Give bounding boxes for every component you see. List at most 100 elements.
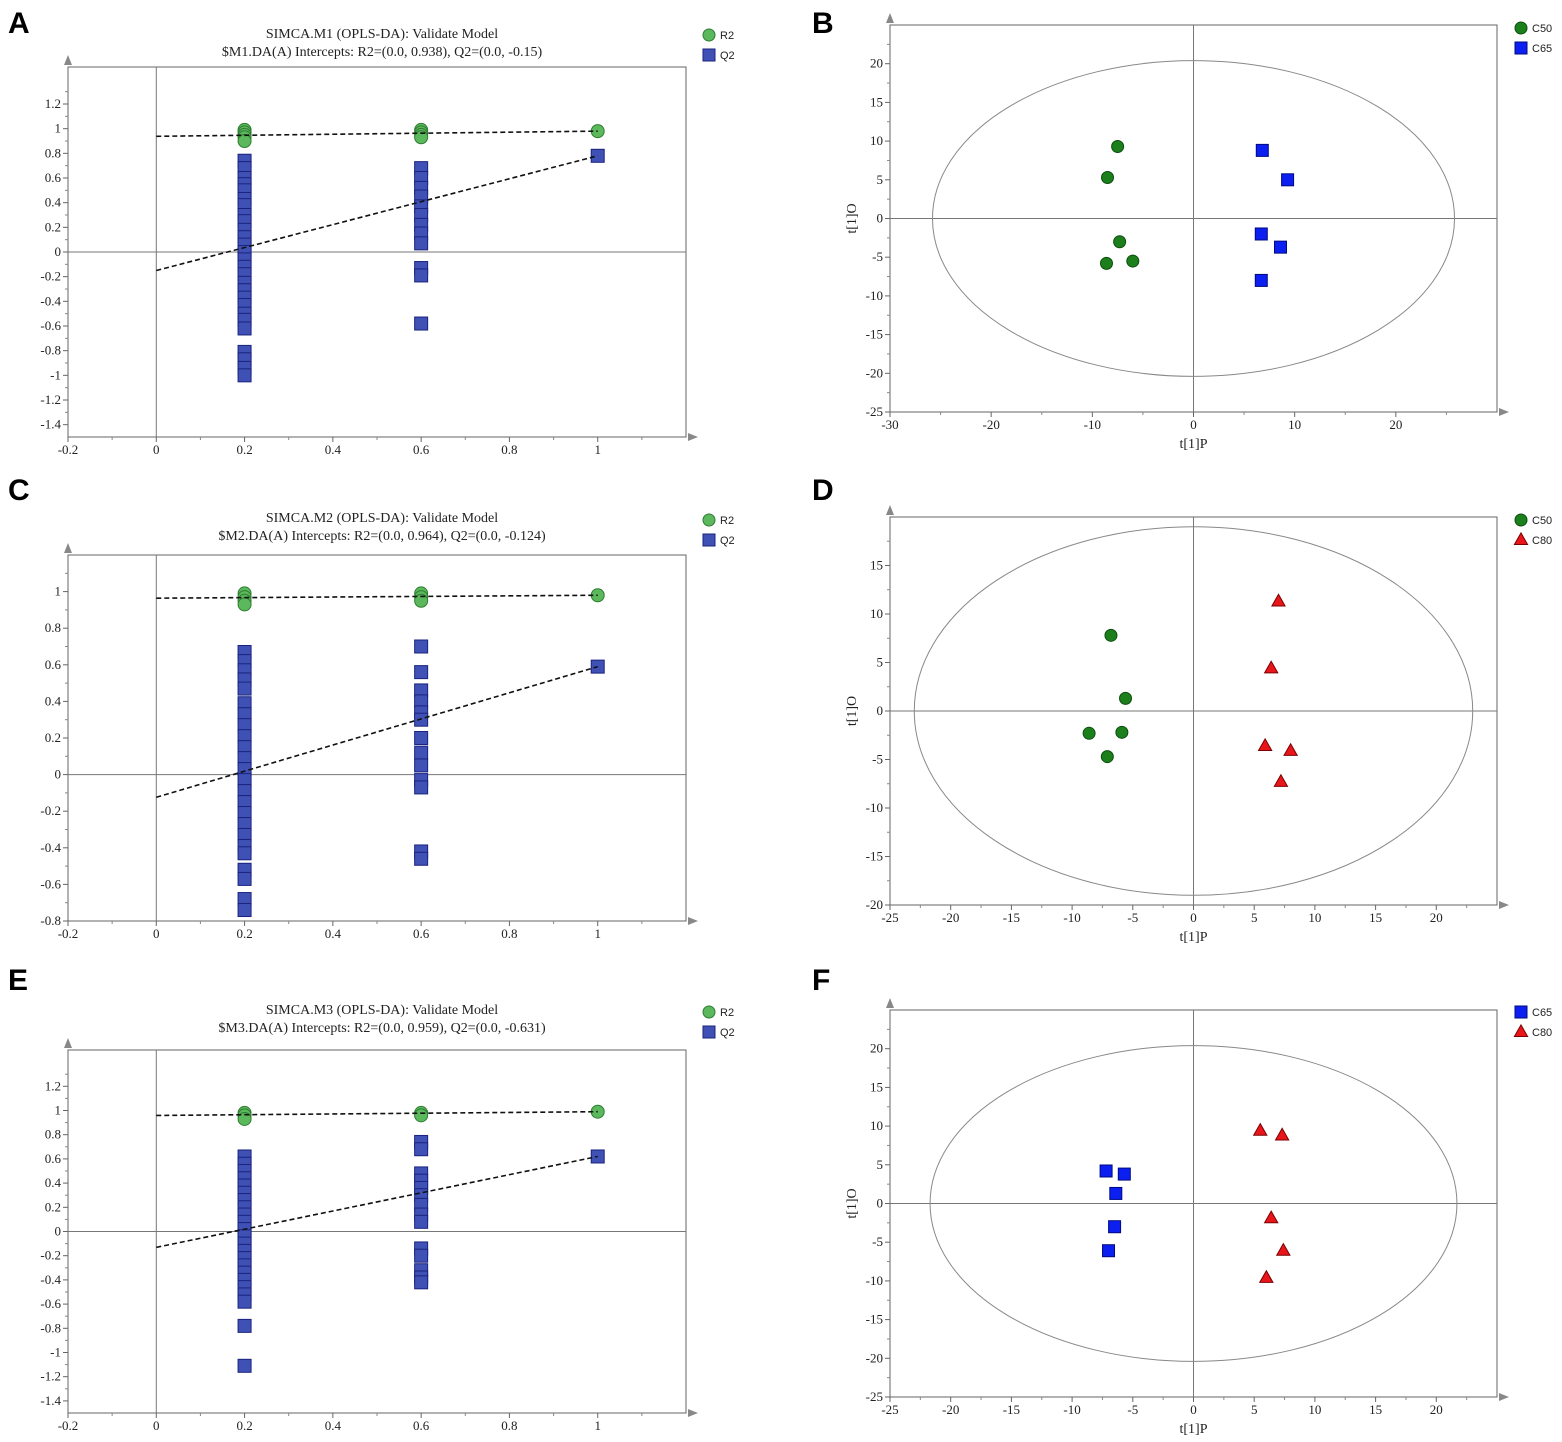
y-tick-label: 0.8 (45, 1127, 61, 1142)
legend-label-q2: Q2 (720, 535, 735, 547)
q2-point (590, 148, 605, 163)
c80-point (1252, 1122, 1268, 1136)
x-tick-label: 0.8 (501, 442, 517, 457)
hotelling-ellipse (929, 1045, 1458, 1362)
q2-point (237, 846, 252, 861)
y-tick-label: 10 (870, 606, 883, 621)
chart-b: B -30 -20 -10 0 10 20 -25 -20 -15 -10 -5 0 5 10 15 20 t[1… (812, 7, 1552, 452)
x-tick-label: -0.2 (58, 926, 79, 941)
y-axis-arrow (886, 998, 894, 1008)
y-tick-label: -1.2 (40, 392, 61, 407)
c80-point (1273, 773, 1289, 787)
y-tick-label: -1 (50, 367, 61, 382)
chart-a: A -0.2 0 0.2 0.4 0.6 0.8 1 -1.4 -1.2 -1 -0.8 -0.6 -0.… (8, 7, 735, 457)
y-tick-label: 10 (870, 133, 883, 148)
x-tick-label: 10 (1288, 417, 1301, 432)
y-tick-label: -0.4 (40, 293, 61, 308)
panel-label-c: C (8, 474, 30, 507)
c65-point (1099, 1164, 1113, 1178)
y-tick-label: -25 (866, 1389, 883, 1404)
chart-subtitle: $M1.DA(A) Intercepts: R2=(0.0, 0.938), Q… (222, 45, 543, 60)
legend-marker-r2 (702, 513, 716, 527)
legend-label-r2: R2 (720, 1007, 734, 1019)
chart-d: D-25 -20 -15 -10 -5 0 5 10 15 20-20-15-10-5051015… (812, 474, 1552, 945)
panel-label-d: D (812, 474, 834, 507)
y-tick-label: 10 (870, 1118, 883, 1133)
y-tick-label: -0.2 (40, 269, 61, 284)
legend-marker-c50 (1514, 513, 1528, 527)
c50-point (1113, 235, 1127, 249)
y-tick-label: -0.8 (40, 343, 61, 358)
y-axis-arrow (886, 13, 894, 23)
q2-point (237, 1318, 252, 1333)
r2-point (414, 593, 429, 608)
panel-label-e: E (8, 964, 28, 997)
r2-point (414, 1108, 429, 1123)
q2-point (414, 758, 429, 773)
chart-title: SIMCA.M2 (OPLS-DA): Validate Model (266, 511, 498, 526)
legend-marker-q2 (702, 533, 716, 547)
y-axis-arrow (64, 1038, 72, 1048)
c80-point (1283, 742, 1299, 756)
legend-label-q2: Q2 (720, 1027, 735, 1039)
y-tick-label: 0 (55, 244, 62, 259)
x-tick-label: 1 (594, 442, 601, 457)
c80-point (1257, 737, 1273, 751)
legend-label-c50: C50 (1532, 23, 1552, 35)
x-tick-label: 1 (594, 1418, 601, 1433)
q2-point (414, 731, 429, 745)
c65-point (1281, 173, 1295, 187)
legend-label-r2: R2 (720, 30, 734, 42)
y-tick-label: -0.6 (40, 1296, 61, 1311)
y-tick-label: -0.8 (40, 913, 61, 928)
legend-label-r2: R2 (720, 515, 734, 527)
y-tick-label: 0 (877, 1196, 884, 1211)
q2-point (414, 316, 429, 331)
y-tick-label: 0 (877, 211, 884, 226)
y-tick-label: -10 (866, 288, 883, 303)
legend-label-q2: Q2 (720, 50, 735, 62)
r2-regression-line (156, 594, 598, 599)
legend-label-c50: C50 (1532, 515, 1552, 527)
y-tick-label: 0 (55, 1224, 62, 1239)
x-tick-label: -20 (982, 417, 999, 432)
q2-point (237, 1294, 252, 1309)
y-tick-label: -15 (866, 849, 883, 864)
x-tick-label: 0.8 (501, 1418, 517, 1433)
legend-marker-q2 (702, 48, 716, 62)
y-tick-label: 0 (55, 767, 62, 782)
y-tick-label: -1.4 (40, 1393, 61, 1408)
y-tick-label: 0.6 (45, 657, 62, 672)
y-tick-label: -0.4 (40, 840, 61, 855)
y-tick-label: 5 (877, 655, 884, 670)
r2-point (237, 1111, 252, 1126)
plot-frame (67, 554, 687, 922)
c80-point (1275, 1242, 1291, 1256)
x-tick-label: 0 (153, 1418, 160, 1433)
y-tick-label: -0.2 (40, 1248, 61, 1263)
y-tick-label: -0.2 (40, 803, 61, 818)
x-tick-label: -20 (942, 1402, 959, 1417)
x-axis-arrow (688, 917, 698, 925)
c50-point (1101, 170, 1115, 184)
r2-regression-line (156, 130, 598, 138)
c50-point (1100, 750, 1114, 764)
x-tick-label: 0.8 (501, 926, 517, 941)
x-axis-arrow (688, 433, 698, 441)
y-tick-label: -15 (866, 1312, 883, 1327)
chart-f: F -25 -20 -15 -10 -5 0 5 10 15 20 -25 -20 -15 -10 -5 0 5 1… (812, 964, 1552, 1437)
y-axis-label: t[1]O (845, 696, 860, 726)
x-tick-label: 0.2 (236, 926, 252, 941)
c50-point (1104, 628, 1118, 642)
y-tick-label: 15 (870, 558, 883, 573)
y-tick-label: 0.8 (45, 620, 61, 635)
c80-point (1263, 1210, 1279, 1224)
legend-marker-c65 (1514, 41, 1528, 55)
y-tick-label: -20 (866, 1350, 883, 1365)
y-tick-label: 0.2 (45, 219, 61, 234)
q2-point (414, 745, 429, 760)
y-tick-label: 15 (870, 94, 883, 109)
legend-marker-q2 (702, 1025, 716, 1039)
y-axis-arrow (64, 543, 72, 553)
x-tick-label: -25 (881, 910, 898, 925)
